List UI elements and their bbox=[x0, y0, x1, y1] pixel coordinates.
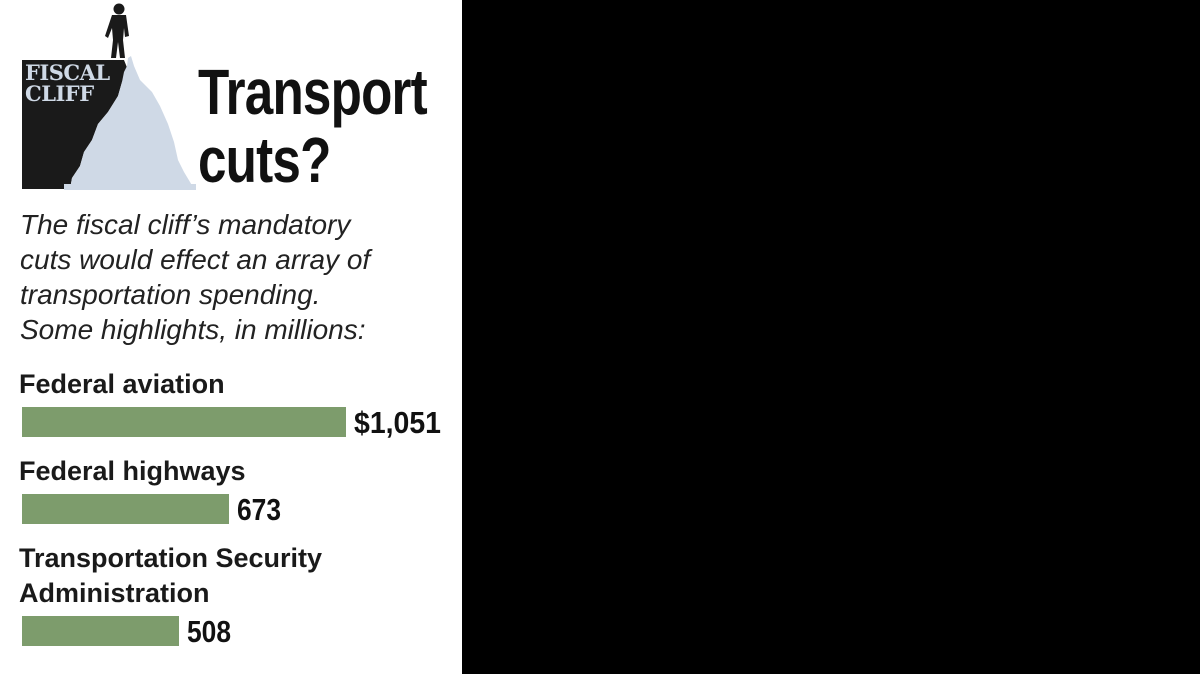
logo-line-1: FISCAL bbox=[25, 60, 110, 85]
value-label: 673 bbox=[237, 492, 281, 527]
intro-line-1: The fiscal cliff’s mandatory bbox=[20, 209, 351, 240]
empty-background bbox=[462, 0, 1200, 674]
cliff-shape bbox=[22, 60, 128, 189]
intro-line-4: Some highlights, in millions: bbox=[20, 314, 366, 345]
bar-chart: Federal aviation $1,051 Federal highways 67… bbox=[19, 369, 441, 649]
category-label: Federal aviation bbox=[19, 369, 225, 399]
intro-line-3: transportation spending. bbox=[20, 279, 321, 310]
category-label: Administration bbox=[19, 578, 210, 608]
value-label: $1,051 bbox=[354, 405, 441, 440]
bar bbox=[22, 407, 346, 437]
logo-line-2: CLIFF bbox=[25, 81, 94, 106]
fiscal-cliff-logo: FISCAL CLIFF bbox=[22, 3, 196, 190]
person-silhouette-icon bbox=[105, 3, 129, 58]
intro-text: The fiscal cliff’s mandatory cuts would … bbox=[20, 207, 460, 347]
bar bbox=[22, 494, 229, 524]
title-line-1: Transport bbox=[198, 56, 428, 128]
category-label: Transportation Security bbox=[19, 543, 322, 573]
page-title: Transport cuts? bbox=[198, 56, 428, 196]
category-label: Federal highways bbox=[19, 456, 246, 486]
bar bbox=[22, 616, 179, 646]
capitol-base bbox=[64, 184, 196, 190]
title-line-2: cuts? bbox=[198, 124, 331, 196]
value-label: 508 bbox=[187, 614, 231, 649]
graphic-panel: FISCAL CLIFF Transport cuts? The fiscal … bbox=[0, 0, 462, 674]
capitol-dome-icon bbox=[70, 56, 194, 189]
intro-line-2: cuts would effect an array of bbox=[20, 244, 371, 275]
